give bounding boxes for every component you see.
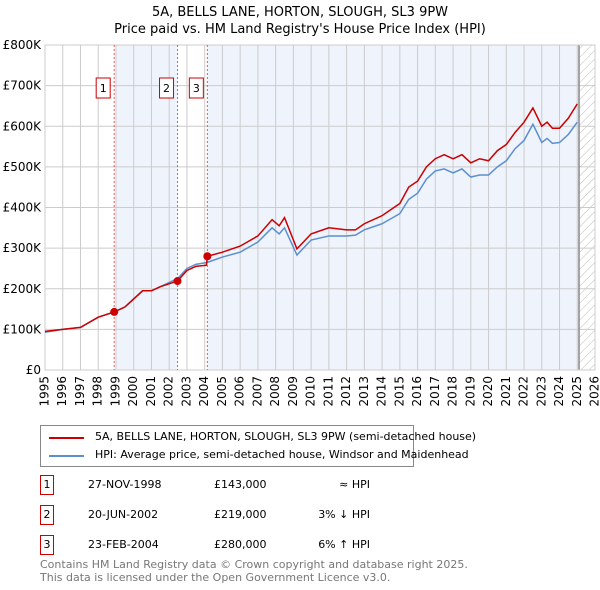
footer-line: Contains HM Land Registry data © Crown c… [40,558,468,571]
x-tick-label: 2005 [215,376,229,407]
x-tick-label: 2018 [446,376,460,407]
transaction-date: 23-FEB-2004 [88,538,159,551]
y-tick-label: £400K [3,201,43,215]
x-tick-label: 2008 [268,376,282,407]
transaction-hpi-diff: ≈ HPI [339,478,370,491]
x-tick-label: 2024 [552,376,566,407]
x-tick-label: 1997 [73,376,87,407]
transaction-marker-box [188,77,204,99]
x-tick-label: 2001 [144,376,158,407]
x-tick-label: 2017 [428,376,442,407]
x-tick-label: 1999 [108,376,122,407]
x-tick-label: 2012 [339,376,353,407]
x-tick-label: 2025 [570,376,584,407]
y-tick-label: £600K [3,119,43,133]
x-tick-label: 2003 [179,376,193,407]
x-tick-label: 2022 [517,376,531,407]
title-line: 5A, BELLS LANE, HORTON, SLOUGH, SL3 9PW [151,5,449,20]
sale-point [110,307,119,316]
legend-label-price: 5A, BELLS LANE, HORTON, SLOUGH, SL3 9PW … [95,430,477,443]
x-tick-label: 2015 [392,376,406,407]
transaction-date: 20-JUN-2002 [88,508,159,521]
x-tick-label: 2016 [410,376,424,407]
chart-title: 5A, BELLS LANE, HORTON, SLOUGH, SL3 9PW … [0,4,600,38]
x-tick-label: 2009 [286,376,300,407]
x-tick-label: 2026 [588,376,600,407]
transaction-number: 2 [40,505,54,525]
y-tick-label: £0 [26,363,41,377]
x-tick-label: 2019 [463,376,477,407]
transaction-marker-label: 2 [163,82,170,95]
subtitle-line: Price paid vs. HM Land Registry's House … [114,22,486,37]
y-tick-label: £200K [3,282,43,296]
transaction-marker-label: 3 [193,82,200,95]
transaction-date: 27-NOV-1998 [88,478,162,491]
transaction-marker-label: 1 [100,82,107,95]
y-tick-label: £500K [3,160,43,174]
x-tick-label: 2002 [162,376,176,407]
sale-point [203,252,212,261]
x-tick-label: 2004 [197,376,211,407]
legend-swatch-price [49,437,84,439]
transaction-number: 3 [40,535,54,555]
price-line [44,103,578,333]
transaction-hpi-diff: 6% ↑ HPI [318,538,370,551]
x-tick-label: 2014 [375,376,389,407]
x-tick-label: 2020 [481,376,495,407]
x-tick-label: 2007 [250,376,264,407]
footer-line: This data is licensed under the Open Gov… [40,571,391,584]
transaction-price: £280,000 [214,538,267,551]
x-tick-label: 2011 [321,376,335,407]
legend-swatch-hpi [49,455,84,457]
y-tick-label: £700K [3,79,43,93]
y-tick-label: £300K [3,241,43,255]
transaction-marker-box [159,77,175,99]
plot-border [44,44,596,371]
x-tick-label: 2006 [233,376,247,407]
x-tick-label: 2023 [534,376,548,407]
sale-point [173,277,182,286]
x-tick-label: 2013 [357,376,371,407]
footer: Contains HM Land Registry data © Crown c… [40,558,468,584]
x-tick-label: 2021 [499,376,513,407]
legend-label-hpi: HPI: Average price, semi-detached house,… [95,448,469,461]
transaction-price: £143,000 [214,478,267,491]
plot-area: 1995 1996 1997 1998 1999 2000 2001 2002 2003 2004… [3,38,600,407]
x-tick-label: 1998 [91,376,105,407]
transaction-hpi-diff: 3% ↓ HPI [318,508,370,521]
x-tick-label: 2010 [304,376,318,407]
legend: 5A, BELLS LANE, HORTON, SLOUGH, SL3 9PW … [40,425,476,467]
transaction-marker-box [95,77,111,99]
y-tick-label: £100K [3,322,43,336]
transaction-number: 1 [40,475,54,495]
x-tick-label: 1996 [55,376,69,407]
y-tick-label: £800K [3,38,43,52]
transaction-price: £219,000 [214,508,267,521]
x-tick-label: 2000 [126,376,140,407]
x-tick-label: 1995 [38,376,52,407]
